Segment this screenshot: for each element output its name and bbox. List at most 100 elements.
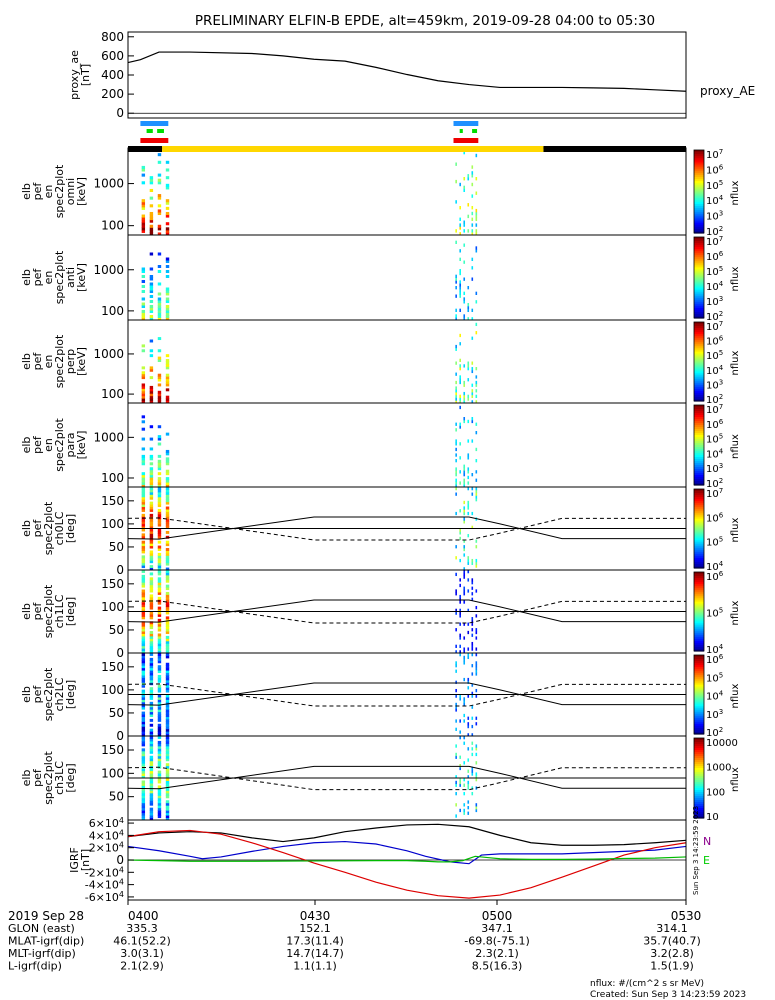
colorbar-segment — [694, 481, 704, 484]
colorbar-segment — [694, 609, 704, 613]
spectrogram-cell — [165, 694, 170, 698]
colorbar-label: nflux — [730, 434, 741, 459]
spectrogram-cell — [467, 775, 470, 779]
colorbar-segment — [694, 544, 704, 547]
spectrogram-cell — [471, 317, 474, 321]
colorbar-segment — [694, 672, 704, 676]
spectrogram-cell — [157, 359, 162, 362]
spectrogram-cell — [157, 508, 162, 512]
colorbar-segment — [694, 572, 704, 575]
spectrogram-cell — [455, 447, 457, 452]
spectrogram-cell — [463, 677, 466, 682]
colorbar-segment — [694, 581, 704, 585]
spectrogram-cell — [463, 220, 466, 224]
spectrogram-cell — [157, 307, 162, 311]
spectrogram-cell — [463, 719, 466, 723]
colorbar-segment — [694, 279, 704, 283]
spectrogram-cell — [141, 584, 146, 588]
colorbar-segment — [694, 421, 704, 424]
spectrogram-cell — [467, 378, 470, 382]
panel-frame — [127, 234, 687, 321]
spectrogram-cell — [149, 755, 154, 759]
colorbar-segment — [694, 752, 704, 755]
colorbar-segment — [694, 353, 704, 357]
colorbar-segment — [694, 728, 704, 731]
spectrogram-cell — [157, 557, 162, 561]
colorbar-segment — [694, 498, 704, 502]
colorbar-segment — [694, 627, 704, 630]
colorbar-segment — [694, 768, 704, 771]
spectrogram-cell — [463, 713, 466, 718]
colorbar-tick-label: 104 — [706, 364, 724, 377]
spectrogram-cell — [165, 817, 170, 821]
colorbar-segment — [694, 385, 704, 388]
colorbar-segment — [694, 800, 704, 803]
spectrogram-cell — [459, 730, 461, 734]
series-line-0 — [127, 823, 687, 846]
spectrogram-cell — [459, 764, 461, 768]
colorbar-segment — [694, 439, 704, 442]
colorbar-segment — [694, 591, 704, 595]
spectrogram-cell — [157, 755, 162, 759]
spectrogram-cell — [459, 594, 461, 599]
spectrogram-cell — [157, 589, 162, 593]
colorbar-segment — [694, 566, 704, 569]
spectrogram-cell — [475, 672, 478, 676]
spectrogram-cell — [165, 682, 170, 686]
spectrogram-cell — [165, 584, 170, 588]
spectrogram-cell — [141, 501, 146, 505]
spectrogram-cell — [471, 617, 474, 621]
spectrogram-cell — [149, 504, 154, 508]
spectrogram-cell — [165, 758, 170, 762]
y-axis-label-line: elb — [20, 520, 33, 537]
spectrogram-cell — [463, 761, 466, 765]
colorbar-segment — [694, 303, 704, 307]
spectrogram-cell — [149, 653, 154, 656]
spectrogram-cell — [141, 371, 146, 375]
spectrogram-cell — [165, 609, 170, 612]
spectrogram-cell — [141, 275, 146, 278]
spectrogram-cell — [471, 619, 474, 624]
status-bar-green — [472, 129, 478, 133]
spectrogram-cell — [149, 817, 154, 821]
colorbar-label: nflux — [730, 601, 741, 626]
spectrogram-cell — [157, 790, 162, 794]
spectrogram-cell — [141, 635, 146, 639]
spectrogram-cell — [165, 469, 170, 473]
spectrogram-cell — [463, 570, 466, 574]
ephemeris-row-label: MLAT-igrf(dip) — [8, 935, 84, 948]
spectrogram-cell — [149, 204, 154, 208]
spectrogram-cell — [475, 722, 478, 726]
spectrogram-cell — [149, 810, 154, 814]
spectrogram-cell — [141, 701, 146, 705]
spectrogram-cell — [141, 628, 146, 632]
spectrogram-cell — [141, 613, 146, 617]
spectrogram-cell — [475, 806, 478, 810]
spectrogram-cell — [165, 482, 170, 486]
spectrogram-cell — [463, 658, 466, 662]
spectrogram-cell — [455, 229, 457, 233]
spectrogram-cell — [471, 229, 474, 233]
spectrogram-cell — [157, 760, 162, 764]
colorbar-label: nflux — [730, 684, 741, 709]
spectrogram-cell — [463, 314, 466, 318]
spectrogram-cell — [149, 219, 154, 223]
spectrogram-cell — [459, 232, 461, 236]
spectrogram-cell — [463, 575, 466, 579]
ephemeris-value: 3.2(2.8) — [650, 947, 694, 960]
spectrogram-cell — [471, 733, 474, 737]
colorbar-segment — [694, 220, 704, 224]
spectrogram-cell — [165, 780, 170, 784]
status-bar-blue — [140, 121, 169, 126]
colorbar-segment — [694, 512, 704, 516]
spectrogram-cell — [157, 633, 162, 637]
spectrogram-cell — [157, 709, 162, 713]
colorbar-segment — [694, 431, 704, 434]
spectrogram-cell — [141, 477, 146, 481]
spectrogram-cell — [149, 677, 154, 681]
spectrogram-cell — [141, 797, 146, 801]
spectrogram-cell — [149, 232, 154, 236]
spectrogram-cells — [141, 322, 478, 404]
colorbar-segment — [694, 351, 704, 355]
spectrogram-cell — [149, 477, 154, 481]
